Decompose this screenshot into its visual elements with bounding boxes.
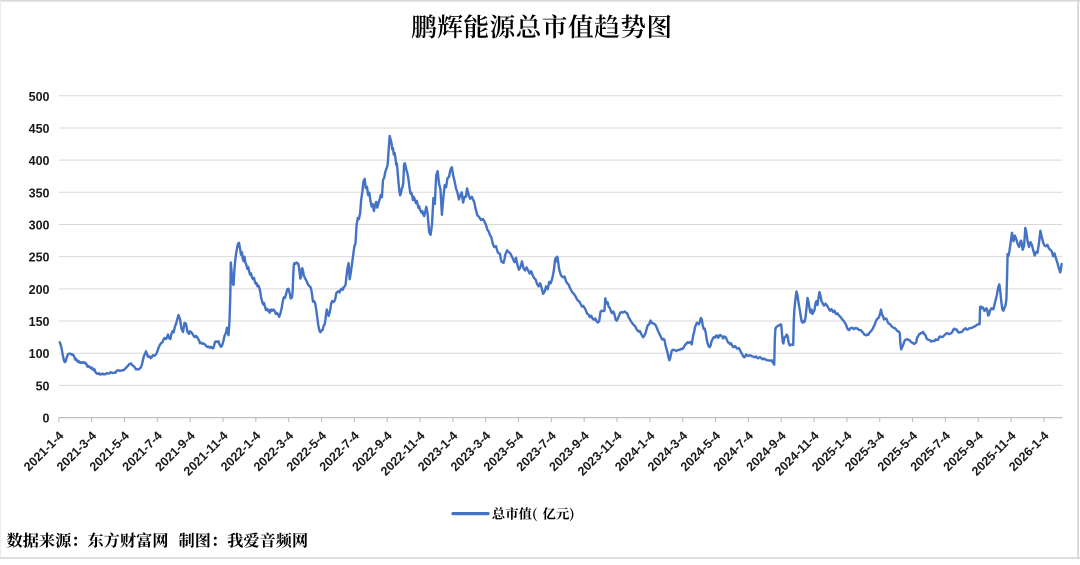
svg-text:200: 200 (29, 283, 50, 297)
svg-text:350: 350 (29, 186, 50, 200)
svg-text:300: 300 (29, 218, 50, 232)
svg-text:50: 50 (36, 379, 50, 393)
svg-text:250: 250 (29, 251, 50, 265)
svg-text:0: 0 (43, 412, 50, 426)
svg-text:450: 450 (29, 122, 50, 136)
svg-text:150: 150 (29, 315, 50, 329)
svg-text:400: 400 (29, 154, 50, 168)
svg-text:500: 500 (29, 90, 50, 104)
svg-text:100: 100 (29, 347, 50, 361)
